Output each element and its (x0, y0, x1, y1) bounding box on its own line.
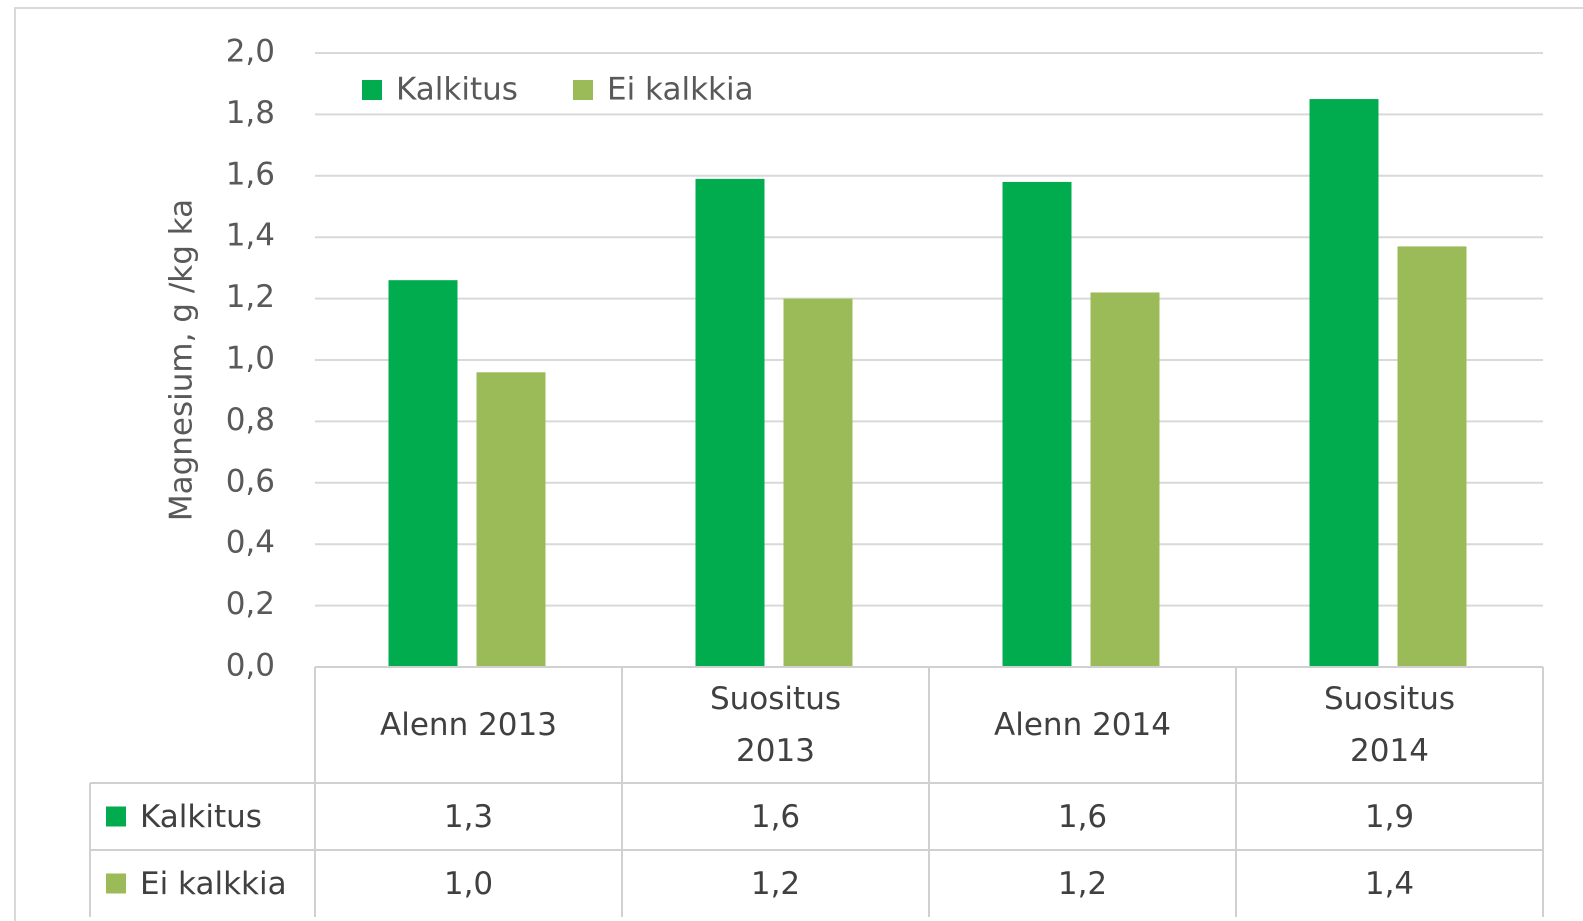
table-series-label: Ei kalkkia (140, 850, 315, 917)
x-tick-label-text: Suositus 2014 (1323, 681, 1455, 769)
y-tick-label: 1,2 (226, 279, 275, 315)
data-label-text: 1,4 (1364, 865, 1415, 902)
data-label-text: 1,3 (443, 798, 494, 835)
bar (1002, 181, 1072, 667)
bar (476, 372, 546, 667)
legend-label: Kalkitus (396, 72, 518, 108)
bar (388, 280, 458, 667)
y-tick-label: 0,6 (226, 463, 275, 499)
legend-swatch (362, 80, 382, 100)
data-label: 1,6 (929, 783, 1236, 850)
bar (1090, 292, 1160, 667)
data-label-text: 1,6 (750, 798, 801, 835)
data-label-text: 1,9 (1364, 798, 1415, 835)
data-label: 1,6 (622, 783, 929, 850)
y-axis-title: Magnesium, g /kg ka (164, 199, 200, 521)
data-label-text: 1,2 (750, 865, 801, 902)
x-tick-label-text: Alenn 2014 (994, 707, 1171, 743)
legend-swatch (573, 80, 593, 100)
data-label: 1,3 (315, 783, 622, 850)
bar (1309, 99, 1379, 668)
bar (1397, 246, 1467, 667)
chart-frame (14, 7, 1583, 921)
y-tick-label: 1,0 (226, 341, 275, 377)
x-tick-label-text: Suositus 2013 (709, 681, 841, 769)
data-label: 1,0 (315, 850, 622, 917)
x-tick-label: Suositus 2013 (622, 667, 929, 783)
data-label-text: 1,0 (443, 865, 494, 902)
bar (783, 298, 853, 667)
y-tick-label: 2,0 (226, 34, 275, 70)
bar (695, 178, 765, 667)
data-label: 1,9 (1236, 783, 1543, 850)
data-label: 1,2 (929, 850, 1236, 917)
legend-label: Ei kalkkia (607, 72, 754, 108)
y-tick-label: 0,8 (226, 402, 275, 438)
x-tick-label: Alenn 2014 (929, 667, 1236, 783)
x-tick-label: Alenn 2013 (315, 667, 622, 783)
table-series-label-text: Ei kalkkia (140, 865, 287, 902)
data-label-text: 1,6 (1057, 798, 1108, 835)
y-tick-label: 1,6 (226, 156, 275, 192)
table-legend-swatch (106, 806, 126, 827)
table-series-label-text: Kalkitus (140, 798, 262, 835)
data-label: 1,2 (622, 850, 929, 917)
data-label-text: 1,2 (1057, 865, 1108, 902)
table-series-label: Kalkitus (140, 783, 315, 850)
x-tick-label: Suositus 2014 (1236, 667, 1543, 783)
x-tick-label-text: Alenn 2013 (380, 707, 557, 743)
table-legend-swatch (106, 873, 126, 894)
y-tick-label: 0,0 (226, 648, 275, 684)
y-tick-label: 0,4 (226, 525, 275, 561)
y-tick-label: 1,8 (226, 95, 275, 131)
y-tick-label: 0,2 (226, 586, 275, 622)
y-tick-label: 1,4 (226, 218, 275, 254)
data-label: 1,4 (1236, 850, 1543, 917)
